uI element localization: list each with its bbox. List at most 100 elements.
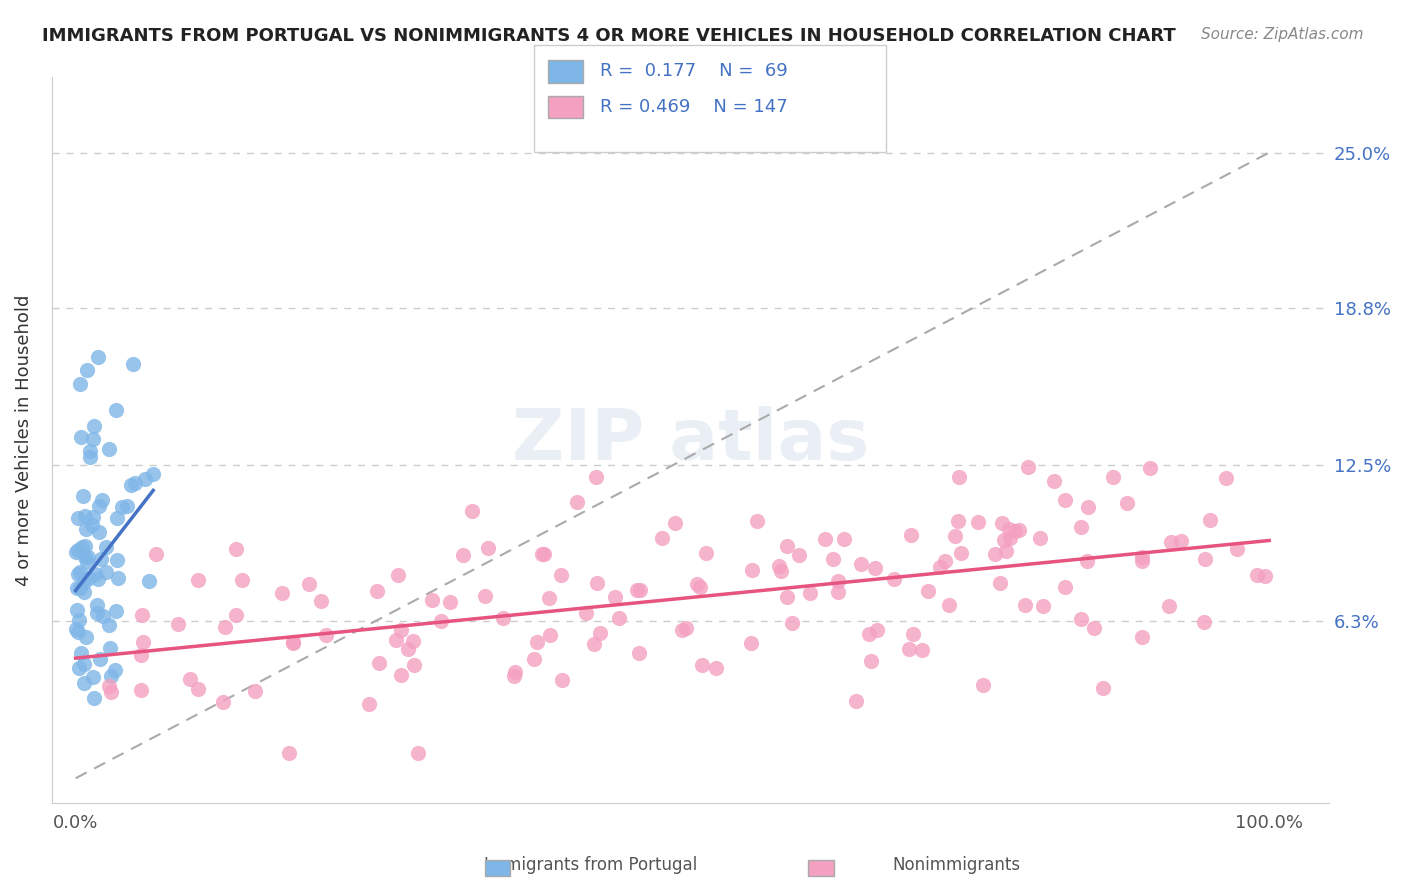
Point — [1054, 493, 1077, 508]
Point — [91, 608, 114, 623]
Point — [96, 565, 118, 579]
Point — [281, 634, 304, 648]
Point — [67, 613, 90, 627]
Point — [138, 574, 160, 588]
Text: Nonimmigrants: Nonimmigrants — [891, 856, 1021, 874]
Point — [131, 608, 153, 623]
Point — [129, 648, 152, 662]
Point — [1170, 534, 1192, 549]
Point — [503, 669, 526, 683]
Point — [271, 586, 294, 600]
Point — [845, 694, 868, 708]
Point — [187, 681, 209, 696]
Point — [225, 541, 247, 556]
Point — [1004, 524, 1026, 539]
Point — [231, 573, 253, 587]
Point — [82, 510, 104, 524]
Point — [366, 584, 388, 599]
Point — [142, 467, 165, 482]
Point — [87, 525, 110, 540]
Point — [187, 574, 209, 588]
Point — [402, 658, 425, 673]
Point — [105, 553, 128, 567]
Text: ZIP atlas: ZIP atlas — [512, 406, 869, 475]
Point — [1017, 460, 1039, 475]
Point — [1029, 531, 1052, 545]
Text: Source: ZipAtlas.com: Source: ZipAtlas.com — [1201, 27, 1364, 42]
Point — [83, 566, 105, 581]
Point — [120, 478, 142, 492]
Point — [567, 495, 589, 509]
Point — [451, 548, 474, 562]
Point — [69, 376, 91, 391]
Point — [1042, 474, 1064, 488]
Point — [775, 540, 797, 554]
Point — [73, 550, 96, 565]
Point — [83, 419, 105, 434]
Point — [901, 627, 924, 641]
Point — [131, 683, 153, 698]
Point — [991, 516, 1014, 531]
Point — [474, 590, 496, 604]
Point — [66, 542, 89, 557]
Point — [1116, 496, 1139, 510]
Point — [911, 643, 934, 657]
Point — [675, 621, 697, 635]
Point — [107, 571, 129, 585]
Point — [787, 549, 810, 563]
Point — [73, 574, 96, 589]
Point — [605, 590, 627, 604]
Point — [1070, 520, 1092, 534]
Point — [243, 684, 266, 698]
Point — [73, 585, 96, 599]
Point — [105, 402, 128, 417]
Point — [477, 541, 499, 555]
Point — [66, 511, 89, 525]
Point — [990, 576, 1012, 591]
Point — [503, 665, 526, 680]
Point — [686, 577, 709, 591]
Point — [311, 593, 333, 607]
Y-axis label: 4 or more Vehicles in Household: 4 or more Vehicles in Household — [15, 294, 32, 586]
Point — [145, 547, 167, 561]
Point — [671, 623, 693, 637]
Point — [225, 608, 247, 623]
Point — [73, 676, 96, 690]
Point — [492, 611, 515, 625]
Point — [76, 362, 98, 376]
Point — [87, 499, 110, 513]
Point — [65, 545, 87, 559]
Text: R =  0.177    N =  69: R = 0.177 N = 69 — [600, 62, 789, 80]
Point — [1139, 461, 1161, 475]
Point — [827, 574, 849, 588]
Point — [385, 632, 408, 647]
Point — [121, 357, 143, 371]
Point — [537, 591, 560, 605]
Point — [1000, 531, 1022, 545]
Point — [664, 516, 686, 531]
Point — [66, 624, 89, 639]
Point — [967, 515, 990, 529]
Point — [897, 642, 920, 657]
Point — [948, 514, 970, 528]
Point — [94, 540, 117, 554]
Point — [550, 673, 572, 687]
Point — [82, 518, 104, 533]
Point — [212, 695, 235, 709]
Text: IMMIGRANTS FROM PORTUGAL VS NONIMMIGRANTS 4 OR MORE VEHICLES IN HOUSEHOLD CORREL: IMMIGRANTS FROM PORTUGAL VS NONIMMIGRANT… — [42, 27, 1175, 45]
Point — [689, 580, 711, 594]
Point — [626, 583, 648, 598]
Point — [1008, 524, 1031, 538]
Point — [585, 470, 607, 484]
Point — [900, 528, 922, 542]
Point — [863, 560, 886, 574]
Point — [87, 351, 110, 365]
Point — [461, 503, 484, 517]
Point — [827, 585, 849, 599]
Point — [993, 533, 1015, 548]
Point — [100, 685, 122, 699]
Point — [950, 546, 973, 560]
Point — [769, 564, 792, 578]
Point — [104, 604, 127, 618]
Point — [66, 566, 89, 581]
